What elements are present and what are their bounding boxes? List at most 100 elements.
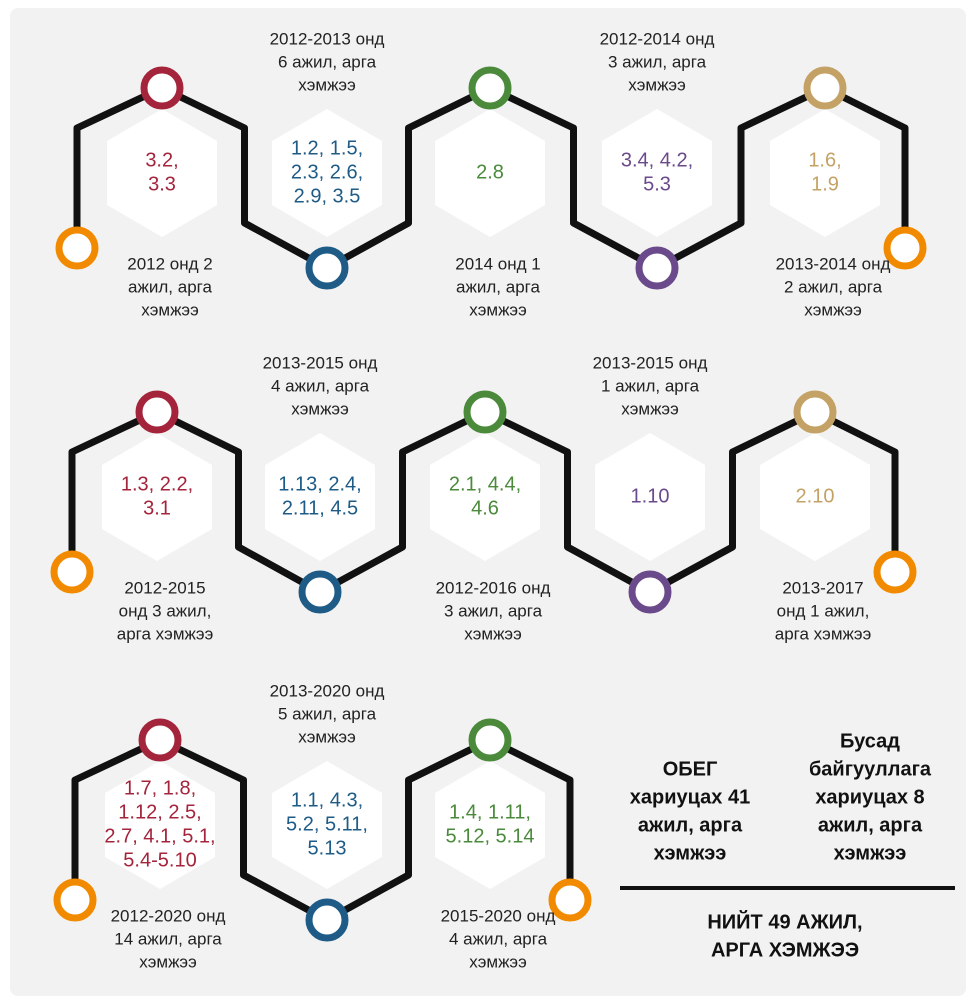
period-label: хэмжээ [139,952,197,971]
hex-code: 1.2, 1.5, [291,137,363,159]
node [468,718,512,762]
hex-code: 1.13, 2.4, [278,473,361,495]
period-label: 2013-2020 онд [270,681,385,700]
hexagon [595,433,705,561]
period-label: 2013-2014 онд [776,254,891,273]
period-label: хэмжээ [621,399,679,418]
summary-text: байгууллага [809,758,932,780]
node [50,550,94,594]
hex-code: 4.6 [471,497,499,519]
hexagon [272,761,382,889]
summary-text: хариуцах 8 [815,786,924,808]
node [305,246,349,290]
node [548,878,592,922]
hex-code: 1.9 [811,173,839,195]
node [298,570,342,614]
hexagon [602,109,712,237]
summary-text: ажил, арга [638,814,743,836]
hex-code: 1.10 [631,485,670,507]
hex-code: 5.4-5.10 [123,849,196,871]
node [55,226,99,270]
period-label: 2012-2016 онд [436,578,551,597]
period-label: 3 ажил, арга [608,52,707,71]
node [140,66,184,110]
node [305,898,349,942]
node [463,390,507,434]
hex-code: 1.7, 1.8, [124,777,196,799]
hexagon [272,109,382,237]
period-label: хэмжээ [291,399,349,418]
node [138,718,182,762]
hex-code: 5.2, 5.11, [286,813,368,835]
period-label: 3 ажил, арга [444,601,543,620]
period-label: арга хэмжээ [775,624,872,643]
hexagon [430,433,540,561]
hexagon [102,433,212,561]
summary-text: НИЙТ 49 АЖИЛ, [707,909,862,933]
period-label: онд 3 ажил, [119,601,212,620]
period-label: хэмжээ [804,300,862,319]
period-label: хэмжээ [298,727,356,746]
hex-code: 5.12, 5.14 [446,825,535,847]
summary-text: Бусад [840,730,900,752]
hex-code: 5.13 [308,837,347,859]
period-label: 2012-2013 онд [270,29,385,48]
hex-code: 5.3 [643,173,671,195]
hex-code: 2.1, 4.4, [449,473,521,495]
node [873,550,917,594]
period-label: хэмжээ [298,75,356,94]
hexagon [105,761,215,889]
summary-text: ОБЕГ [663,758,718,780]
period-label: 2014 онд 1 [455,254,540,273]
period-label: ажил, арга [128,277,212,296]
hex-code: 2.9, 3.5 [294,185,361,207]
hex-code: 1.1, 4.3, [291,789,363,811]
node [468,66,512,110]
node [135,390,179,434]
period-label: арга хэмжээ [117,624,214,643]
hex-code: 3.2, [145,149,178,171]
period-label: ажил, арга [456,277,540,296]
period-label: хэмжээ [469,952,527,971]
period-label: 2012-2014 онд [600,29,715,48]
hex-code: 3.3 [148,173,176,195]
period-label: 2013-2015 онд [593,353,708,372]
hex-code: 2.10 [796,485,835,507]
summary-text: АРГА ХЭМЖЭЭ [711,939,859,961]
period-label: 2012-2020 онд [111,906,226,925]
hexagon [435,761,545,889]
hex-code: 2.3, 2.6, [291,161,363,183]
period-label: 4 ажил, арга [449,929,548,948]
period-label: 4 ажил, арга [271,376,370,395]
period-label: 2012-2015 [124,578,205,597]
period-label: 6 ажил, арга [278,52,377,71]
hex-code: 1.12, 2.5, [118,801,201,823]
node [53,878,97,922]
period-label: хэмжээ [141,300,199,319]
period-label: 2013-2015 онд [263,353,378,372]
period-label: 2 ажил, арга [784,277,883,296]
hexagon [760,433,870,561]
hex-code: 1.4, 1.11, [449,801,531,823]
period-label: 2012 онд 2 [127,254,212,273]
hex-code: 1.3, 2.2, [121,473,193,495]
summary-text: ажил, арга [818,814,923,836]
hexagon [107,109,217,237]
hex-code: 1.6, [808,149,841,171]
hex-code: 2.11, 4.5 [282,497,358,519]
node [883,226,927,270]
hexagon [435,109,545,237]
period-label: онд 1 ажил, [777,601,870,620]
summary-text: хариуцах 41 [630,786,750,808]
node [793,390,837,434]
hexagon [265,433,375,561]
period-label: 1 ажил, арга [601,376,700,395]
hex-code: 3.4, 4.2, [621,149,693,171]
summary-text: хэмжээ [654,842,727,864]
period-label: хэмжээ [464,624,522,643]
hex-code: 3.1 [143,497,171,519]
node [628,570,672,614]
summary-text: хэмжээ [834,842,907,864]
hex-code: 2.8 [476,161,504,183]
